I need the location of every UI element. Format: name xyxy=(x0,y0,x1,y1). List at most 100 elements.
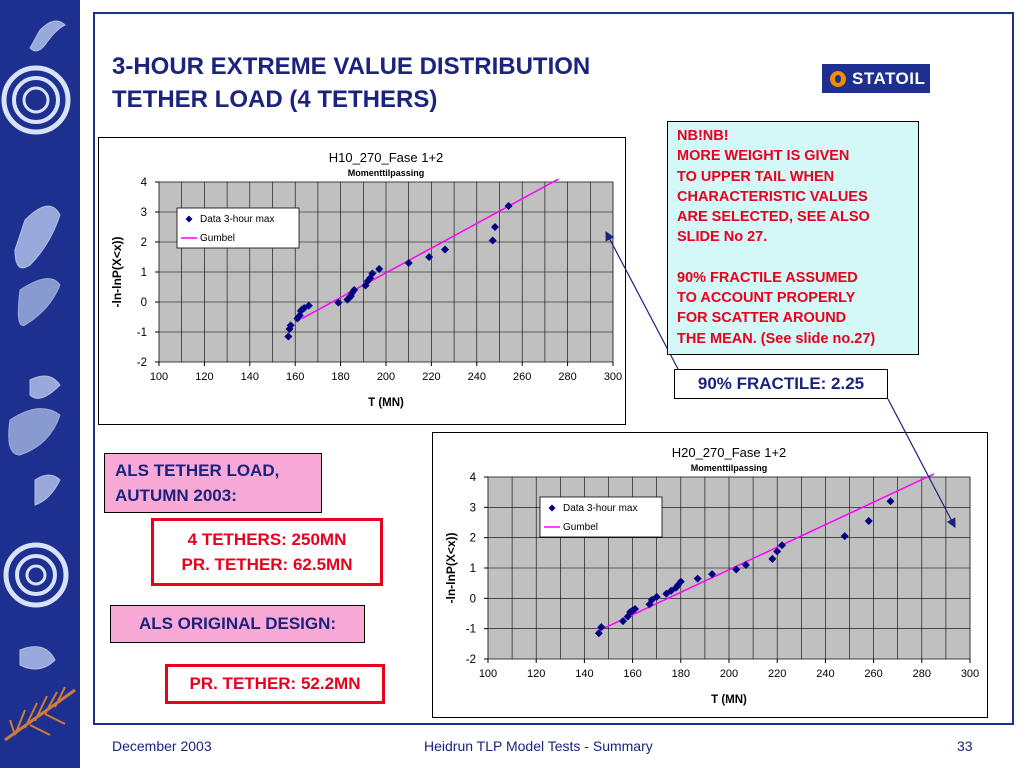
note-line: MORE WEIGHT IS GIVEN xyxy=(677,148,850,165)
data-point xyxy=(441,245,450,254)
data-point xyxy=(618,617,627,626)
y-tick-label: 4 xyxy=(470,472,477,484)
gumbel-fit-line xyxy=(596,473,935,633)
y-tick-label: 4 xyxy=(141,177,148,189)
data-point xyxy=(594,629,603,638)
x-tick-label: 140 xyxy=(575,668,593,680)
data-point xyxy=(425,253,434,261)
y-tick-label: 0 xyxy=(470,593,476,605)
y-tick-label: -2 xyxy=(466,654,476,666)
x-tick-label: 260 xyxy=(513,371,531,383)
note-line: NB!NB! xyxy=(677,128,729,144)
data-point xyxy=(350,286,359,294)
data-point xyxy=(284,332,293,341)
x-tick-label: 200 xyxy=(720,668,738,680)
legend-box xyxy=(176,207,300,249)
data-point xyxy=(504,202,513,210)
data-point xyxy=(375,265,384,273)
footer-page-number: 33 xyxy=(957,738,973,754)
data-point xyxy=(488,236,497,245)
x-tick-label: 160 xyxy=(623,668,641,680)
x-tick-label: 300 xyxy=(604,371,622,383)
y-tick-label: -2 xyxy=(137,357,147,369)
data-point xyxy=(368,269,377,278)
chart-h10-svg: H10_270_Fase 1+2 Momenttilpassing 4 3 2 1 0 -1 -… xyxy=(110,150,622,409)
y-tick-label: 1 xyxy=(470,563,476,575)
x-tick-label: 240 xyxy=(816,668,834,680)
nb-note-box: NB!NB! MORE WEIGHT IS GIVEN TO UPPER TAI… xyxy=(667,121,919,355)
x-tick-label: 200 xyxy=(377,371,395,383)
data-point xyxy=(778,541,787,550)
pr-tether-box: PR. TETHER: 52.2MN xyxy=(165,664,385,704)
data-point xyxy=(708,570,717,579)
legend-label-gumbel: Gumbel xyxy=(563,522,598,533)
flame-icon xyxy=(830,70,846,87)
note-line: CHARACTERISTIC VALUES xyxy=(677,188,868,205)
chart-title: H10_270_Fase 1+2 xyxy=(329,150,444,165)
als-original-design-box: ALS ORIGINAL DESIGN: xyxy=(110,605,365,643)
note-line: TO UPPER TAIL WHEN xyxy=(677,168,835,185)
chart-h20: H20_270_Fase 1+2 Momenttilpassing 4 3 2 1 0 -1 -… xyxy=(432,432,988,718)
x-tick-label: 220 xyxy=(422,371,440,383)
data-point xyxy=(647,595,656,604)
als-load-line-2: AUTUMN 2003: xyxy=(115,486,237,505)
chart-h10: H10_270_Fase 1+2 Momenttilpassing 4 3 2 1 0 -1 -… xyxy=(98,137,626,425)
x-axis-label: T (MN) xyxy=(711,694,747,706)
legend-label-data: Data 3-hour max xyxy=(563,503,637,514)
als-load-line-1: ALS TETHER LOAD, xyxy=(115,461,280,480)
legend-label-gumbel: Gumbel xyxy=(200,233,235,244)
tethers-line-1: 4 TETHERS: 250MN xyxy=(187,530,347,549)
fractile-label: 90% FRACTILE: 2.25 xyxy=(674,369,888,399)
data-point xyxy=(286,321,295,330)
x-tick-label: 100 xyxy=(479,668,497,680)
x-tick-label: 120 xyxy=(195,371,213,383)
tethers-line-2: PR. TETHER: 62.5MN xyxy=(181,555,353,574)
data-point xyxy=(631,604,640,613)
x-tick-label: 220 xyxy=(768,668,786,680)
y-axis-label: -ln-lnP(X<x)) xyxy=(444,532,458,603)
title-line-1: 3-HOUR EXTREME VALUE DISTRIBUTION xyxy=(112,53,591,80)
data-point xyxy=(490,223,499,231)
y-tick-label: -1 xyxy=(466,624,476,636)
x-tick-label: 280 xyxy=(913,668,931,680)
note-line: 90% FRACTILE ASSUMED xyxy=(677,269,858,286)
chart-title: H20_270_Fase 1+2 xyxy=(672,445,787,460)
y-tick-label: -1 xyxy=(137,327,147,339)
legend-marker-diamond xyxy=(185,215,193,223)
note-line: FOR SCATTER AROUND xyxy=(677,310,847,327)
footer-date: December 2003 xyxy=(112,738,212,754)
x-tick-label: 180 xyxy=(672,668,690,680)
data-point xyxy=(347,289,356,297)
x-tick-label: 160 xyxy=(286,371,304,383)
data-point xyxy=(623,612,632,621)
note-line: THE MEAN. (See slide no.27) xyxy=(677,330,876,347)
slide-title: 3-HOUR EXTREME VALUE DISTRIBUTION TETHER… xyxy=(112,50,732,116)
title-line-2: TETHER LOAD (4 TETHERS) xyxy=(112,86,438,113)
data-point xyxy=(597,623,606,632)
data-point xyxy=(773,547,782,556)
statoil-logo: STATOIL xyxy=(822,64,930,93)
data-point xyxy=(676,577,685,586)
data-point xyxy=(404,259,413,267)
x-tick-label: 100 xyxy=(150,371,168,383)
note-line: SLIDE No 27. xyxy=(677,229,768,246)
data-point xyxy=(304,301,313,310)
x-tick-label: 300 xyxy=(961,668,979,680)
als-original-label: ALS ORIGINAL DESIGN: xyxy=(138,614,337,633)
data-point xyxy=(693,574,702,583)
fossil-decoration-icon xyxy=(1,20,76,742)
note-line: TO ACCOUNT PROPERLY xyxy=(677,290,856,307)
note-line: ARE SELECTED, SEE ALSO xyxy=(677,209,870,226)
y-tick-label: 3 xyxy=(141,207,147,219)
logo-text: STATOIL xyxy=(852,68,926,88)
data-point xyxy=(741,560,750,569)
pr-tether-label: PR. TETHER: 52.2MN xyxy=(189,674,361,693)
y-tick-label: 1 xyxy=(141,267,147,279)
x-tick-label: 180 xyxy=(331,371,349,383)
x-axis-label: T (MN) xyxy=(368,397,404,409)
y-axis-label: -ln-lnP(X<x)) xyxy=(110,236,124,307)
tethers-box: 4 TETHERS: 250MN PR. TETHER: 62.5MN xyxy=(151,518,383,586)
chart-h20-svg: H20_270_Fase 1+2 Momenttilpassing 4 3 2 1 0 -1 -… xyxy=(444,445,979,706)
data-point xyxy=(840,532,849,541)
x-tick-label: 240 xyxy=(468,371,486,383)
